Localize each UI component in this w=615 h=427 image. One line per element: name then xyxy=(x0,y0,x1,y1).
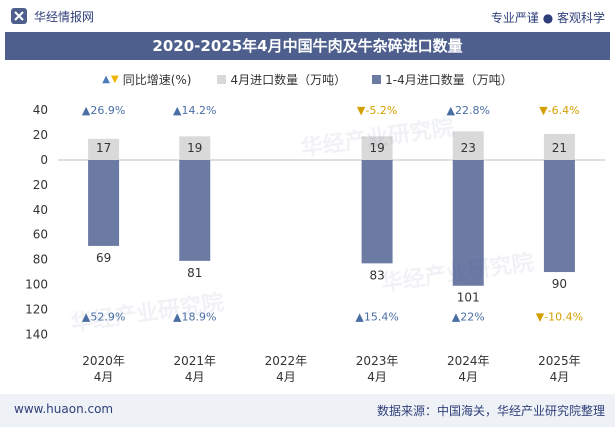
y-tick-label: 120 xyxy=(25,302,48,316)
x-tick-label: 2021年 xyxy=(173,354,216,368)
data-label-april: 21 xyxy=(552,141,567,155)
data-label-ytd: 90 xyxy=(552,277,567,291)
y-tick-label: 40 xyxy=(33,203,48,217)
brand[interactable]: 华经情报网 xyxy=(10,7,94,25)
x-tick-label: 2023年 xyxy=(356,354,399,368)
bar-ytd xyxy=(361,160,393,264)
bar-ytd xyxy=(543,160,575,273)
growth-label-ytd: ▲18.9% xyxy=(173,311,216,324)
y-tick-label: 80 xyxy=(33,253,48,267)
legend-item-ytd: 1-4月进口数量（万吨） xyxy=(372,71,513,88)
legend-item-growth: ▲ ▼ 同比增速(%) xyxy=(102,71,191,88)
chart-legend: ▲ ▼ 同比增速(%) 4月进口数量（万吨） 1-4月进口数量（万吨） xyxy=(0,71,615,88)
growth-label-ytd: ▲22% xyxy=(452,311,485,324)
growth-label-april: ▲26.9% xyxy=(82,104,125,117)
bar-april xyxy=(88,138,120,160)
x-tick-label: 4月 xyxy=(458,370,478,384)
growth-label-april: ▲14.2% xyxy=(173,104,216,117)
bar-ytd xyxy=(88,160,120,246)
top-bar: 华经情报网 专业严谨 ● 客观科学 xyxy=(0,0,615,32)
growth-label-april: ▼-5.2% xyxy=(357,104,397,117)
bar-april xyxy=(361,136,393,160)
x-tick-label: 4月 xyxy=(276,370,296,384)
x-tick-label: 2025年 xyxy=(538,354,581,368)
y-tick-label: 20 xyxy=(33,178,48,192)
growth-label-april: ▼-6.4% xyxy=(539,104,579,117)
growth-label-ytd: ▲15.4% xyxy=(355,311,398,324)
data-label-ytd: 83 xyxy=(369,268,384,282)
y-tick-label: 140 xyxy=(25,327,48,341)
data-label-april: 17 xyxy=(96,141,111,155)
bar-april xyxy=(452,131,484,160)
x-tick-label: 2024年 xyxy=(447,354,490,368)
growth-label-april: ▲22.8% xyxy=(447,104,490,117)
chart-title: 2020-2025年4月中国牛肉及牛杂碎进口数量 xyxy=(5,32,610,60)
y-tick-label: 100 xyxy=(25,278,48,292)
footer-source: 数据来源：中国海关，华经产业研究院整理 xyxy=(376,404,605,418)
brand-logo-icon xyxy=(11,8,27,24)
bar-ytd xyxy=(179,160,211,261)
data-label-ytd: 69 xyxy=(96,251,111,265)
y-tick-label: 0 xyxy=(40,153,48,167)
x-tick-label: 4月 xyxy=(94,370,114,384)
x-tick-label: 4月 xyxy=(550,370,570,384)
data-label-april: 19 xyxy=(369,141,384,155)
legend-april-swatch xyxy=(217,75,227,84)
legend-item-april: 4月进口数量（万吨） xyxy=(217,71,346,88)
bar-april xyxy=(543,133,575,160)
growth-label-ytd: ▲52.9% xyxy=(82,311,125,324)
triangle-up-icon: ▲ xyxy=(102,74,110,85)
data-label-ytd: 101 xyxy=(457,291,480,305)
y-tick-label: 40 xyxy=(33,103,48,117)
legend-growth-label: 同比增速(%) xyxy=(122,73,192,87)
triangle-down-icon: ▼ xyxy=(110,74,119,85)
bar-chart: 40 20 0 20 40 60 80 100 120 140 69 17 ▲26.9% ▲52.9% 20… xyxy=(25,103,605,384)
bar-april xyxy=(179,136,211,160)
legend-april-label: 4月进口数量（万吨） xyxy=(230,73,347,87)
data-label-ytd: 81 xyxy=(187,266,202,280)
legend-ytd-label: 1-4月进口数量（万吨） xyxy=(385,73,513,87)
footer-url[interactable]: www.huaon.com xyxy=(14,402,114,416)
growth-label-ytd: ▼-10.4% xyxy=(536,311,583,324)
legend-ytd-swatch xyxy=(372,75,382,84)
footer: www.huaon.com 数据来源：中国海关，华经产业研究院整理 xyxy=(0,394,615,427)
x-tick-label: 2022年 xyxy=(265,354,308,368)
x-tick-label: 4月 xyxy=(185,370,205,384)
data-label-april: 23 xyxy=(461,141,476,155)
x-tick-label: 4月 xyxy=(367,370,387,384)
y-tick-label: 60 xyxy=(33,228,48,242)
bar-ytd xyxy=(452,160,484,286)
y-tick-label: 20 xyxy=(33,128,48,142)
x-tick-label: 2020年 xyxy=(82,354,125,368)
brand-name: 华经情报网 xyxy=(34,9,95,24)
data-label-april: 19 xyxy=(187,141,202,155)
slogan: 专业严谨 ● 客观科学 xyxy=(490,11,605,25)
